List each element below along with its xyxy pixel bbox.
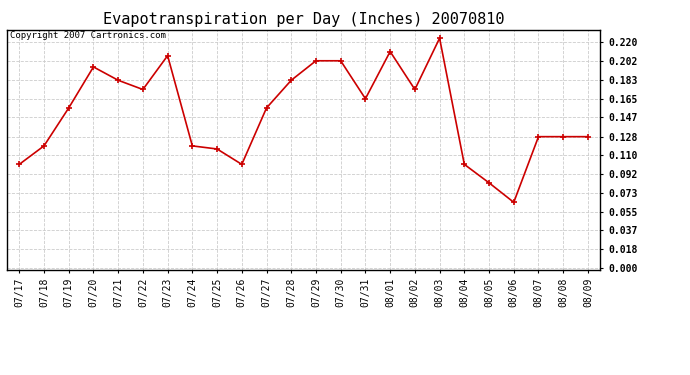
Title: Evapotranspiration per Day (Inches) 20070810: Evapotranspiration per Day (Inches) 2007… <box>103 12 504 27</box>
Text: Copyright 2007 Cartronics.com: Copyright 2007 Cartronics.com <box>10 31 166 40</box>
